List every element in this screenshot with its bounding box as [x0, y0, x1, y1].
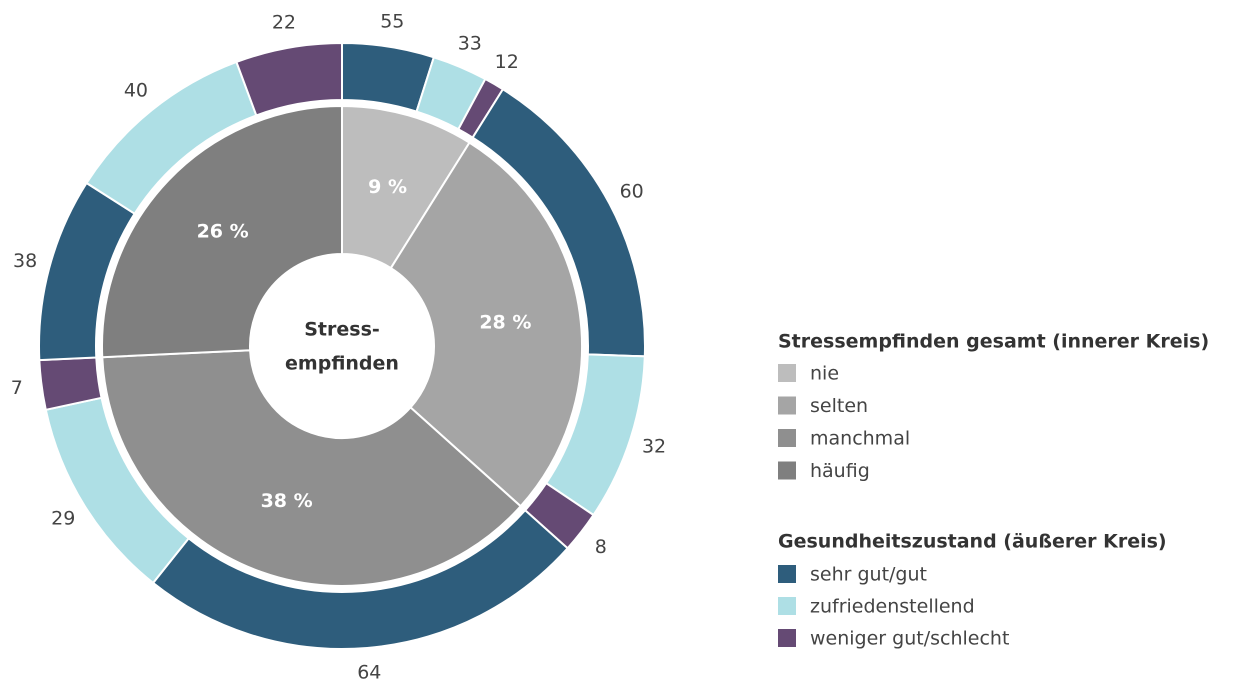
legend-swatch — [778, 629, 796, 647]
inner-segment — [389, 141, 583, 508]
center-label: empfinden — [285, 353, 399, 375]
outer-value-label: 60 — [620, 181, 644, 203]
outer-segment — [235, 41, 343, 117]
legend-swatch — [778, 429, 796, 447]
legend-swatch — [778, 597, 796, 615]
outer-value-label: 64 — [357, 661, 381, 679]
inner-segment — [101, 104, 343, 359]
legend-label: selten — [810, 395, 868, 417]
center-label: Stress- — [304, 319, 380, 341]
legend-label: sehr gut/gut — [810, 564, 927, 586]
outer-value-label: 7 — [11, 377, 23, 399]
outer-value-label: 55 — [380, 10, 404, 32]
legend-label: häufig — [810, 460, 870, 482]
outer-value-label: 29 — [51, 507, 75, 529]
legend-label: manchmal — [810, 428, 910, 450]
legend-label: nie — [810, 363, 839, 385]
outer-value-label: 12 — [495, 51, 519, 73]
legend-swatch — [778, 396, 796, 415]
outer-value-label: 40 — [124, 79, 148, 101]
outer-value-label: 8 — [595, 536, 607, 558]
outer-value-label: 38 — [13, 250, 37, 272]
legend-title: Stressempfinden gesamt (innerer Kreis) — [778, 331, 1209, 353]
legend-title: Gesundheitszustand (äußerer Kreis) — [778, 531, 1167, 553]
inner-value-label: 26 % — [197, 221, 249, 243]
inner-value-label: 9 % — [368, 176, 407, 198]
legend-swatch — [778, 461, 796, 480]
inner-value-label: 28 % — [479, 311, 531, 333]
legend-label: zufriedenstellend — [810, 596, 975, 618]
legend-swatch — [778, 565, 796, 583]
outer-value-label: 33 — [458, 32, 482, 54]
legend-label: weniger gut/schlecht — [810, 628, 1009, 650]
legend-swatch — [778, 364, 796, 382]
outer-value-label: 32 — [642, 435, 666, 457]
outer-value-label: 22 — [272, 12, 296, 34]
inner-segment — [101, 349, 523, 587]
inner-value-label: 38 % — [261, 490, 313, 512]
